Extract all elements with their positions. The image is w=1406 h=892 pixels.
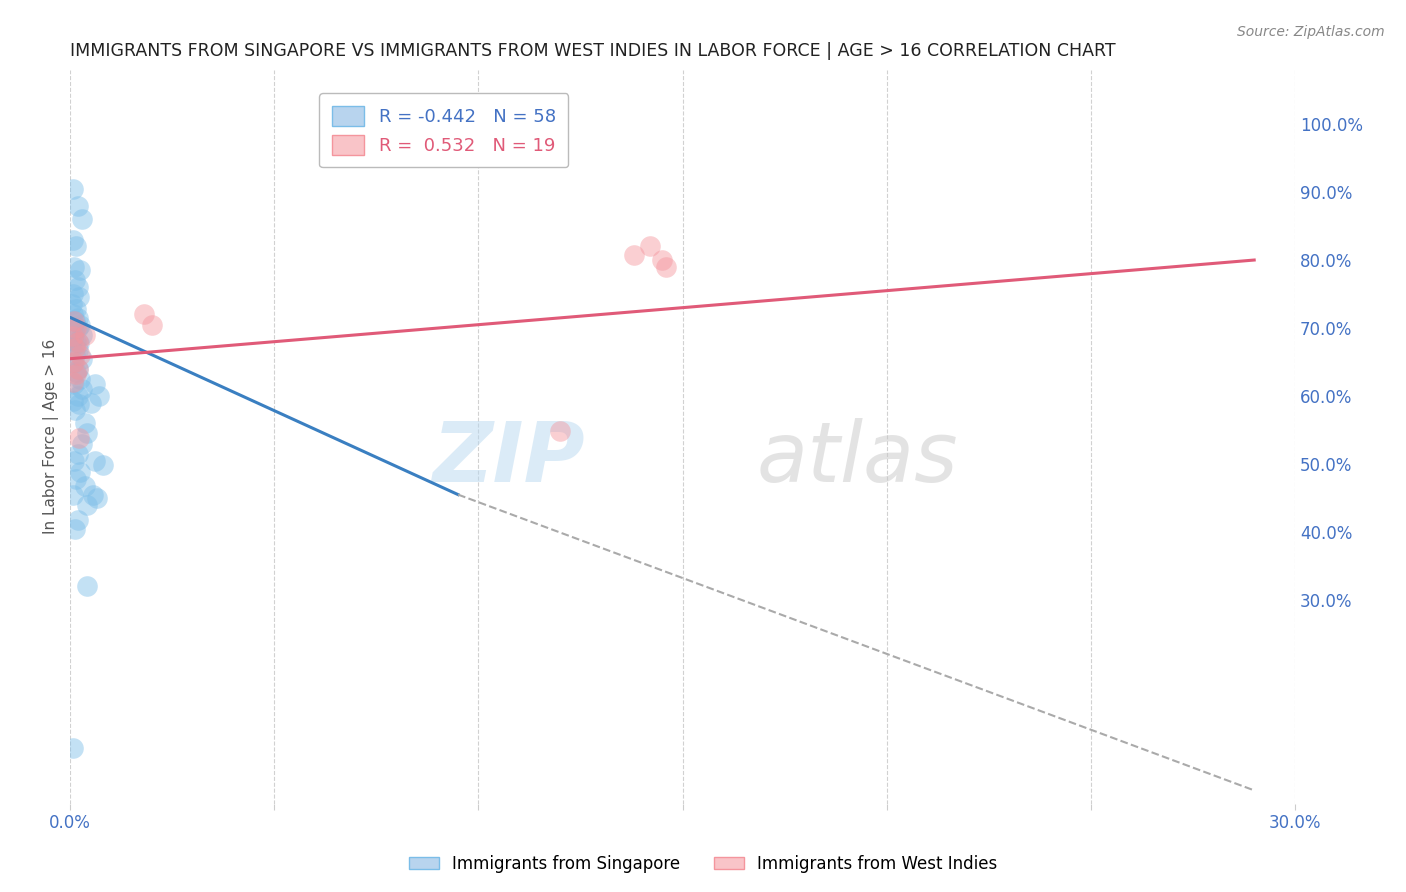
Point bbox=[63, 376, 86, 391]
Point bbox=[69, 263, 91, 277]
Point bbox=[83, 453, 105, 467]
Point bbox=[73, 327, 96, 342]
Point bbox=[67, 513, 90, 527]
Point bbox=[67, 361, 90, 376]
Point bbox=[63, 355, 86, 369]
Point bbox=[66, 389, 89, 403]
Point bbox=[70, 436, 93, 450]
Point bbox=[62, 487, 84, 501]
Point bbox=[63, 348, 86, 362]
Point bbox=[67, 290, 90, 304]
Point bbox=[65, 301, 87, 316]
Point bbox=[67, 334, 90, 349]
Point bbox=[65, 334, 87, 349]
Point bbox=[66, 361, 89, 376]
Y-axis label: In Labor Force | Age > 16: In Labor Force | Age > 16 bbox=[44, 339, 59, 534]
Point bbox=[76, 426, 98, 441]
Text: Source: ZipAtlas.com: Source: ZipAtlas.com bbox=[1237, 25, 1385, 39]
Point bbox=[66, 321, 89, 335]
Point bbox=[86, 491, 108, 505]
Point bbox=[62, 356, 84, 370]
Point bbox=[63, 325, 86, 339]
Point bbox=[65, 365, 87, 379]
Point bbox=[63, 273, 86, 287]
Point bbox=[73, 479, 96, 493]
Point bbox=[82, 487, 104, 501]
Point bbox=[69, 372, 91, 386]
Point bbox=[651, 253, 673, 268]
Point bbox=[60, 340, 83, 354]
Point bbox=[87, 389, 110, 403]
Point bbox=[65, 368, 87, 382]
Point bbox=[66, 343, 89, 357]
Point bbox=[72, 382, 94, 396]
Point bbox=[91, 458, 114, 473]
Point bbox=[63, 402, 86, 417]
Point bbox=[62, 331, 84, 345]
Point bbox=[67, 199, 90, 213]
Point bbox=[66, 280, 89, 294]
Point bbox=[66, 447, 89, 461]
Point bbox=[60, 297, 83, 311]
Point bbox=[76, 498, 98, 512]
Legend: R = -0.442   N = 58, R =  0.532   N = 19: R = -0.442 N = 58, R = 0.532 N = 19 bbox=[319, 94, 568, 168]
Point bbox=[79, 396, 101, 410]
Point bbox=[62, 376, 84, 390]
Point bbox=[67, 397, 90, 411]
Point bbox=[72, 212, 94, 227]
Point bbox=[67, 336, 90, 351]
Point bbox=[623, 247, 645, 261]
Point bbox=[62, 307, 84, 321]
Point bbox=[62, 741, 84, 756]
Point bbox=[548, 425, 571, 439]
Point bbox=[63, 314, 86, 328]
Point bbox=[67, 310, 90, 325]
Text: ZIP: ZIP bbox=[432, 418, 585, 500]
Point bbox=[65, 321, 87, 335]
Point bbox=[638, 239, 661, 253]
Text: IMMIGRANTS FROM SINGAPORE VS IMMIGRANTS FROM WEST INDIES IN LABOR FORCE | AGE > : IMMIGRANTS FROM SINGAPORE VS IMMIGRANTS … bbox=[70, 42, 1116, 60]
Point bbox=[63, 453, 86, 467]
Point bbox=[72, 327, 94, 342]
Point bbox=[67, 431, 90, 445]
Point bbox=[62, 329, 84, 343]
Point bbox=[63, 314, 86, 328]
Point bbox=[65, 472, 87, 486]
Point bbox=[76, 579, 98, 593]
Point bbox=[73, 416, 96, 430]
Point bbox=[69, 318, 91, 332]
Point bbox=[132, 307, 155, 321]
Legend: Immigrants from Singapore, Immigrants from West Indies: Immigrants from Singapore, Immigrants fr… bbox=[402, 848, 1004, 880]
Point bbox=[62, 233, 84, 247]
Point bbox=[141, 318, 163, 332]
Point bbox=[62, 394, 84, 409]
Point bbox=[62, 287, 84, 301]
Text: atlas: atlas bbox=[756, 418, 957, 500]
Point bbox=[83, 376, 105, 391]
Point bbox=[63, 260, 86, 274]
Point bbox=[69, 348, 91, 362]
Point bbox=[65, 239, 87, 253]
Point bbox=[63, 342, 86, 356]
Point bbox=[655, 260, 678, 274]
Point bbox=[70, 351, 93, 366]
Point bbox=[62, 181, 84, 195]
Point bbox=[63, 522, 86, 536]
Point bbox=[69, 465, 91, 479]
